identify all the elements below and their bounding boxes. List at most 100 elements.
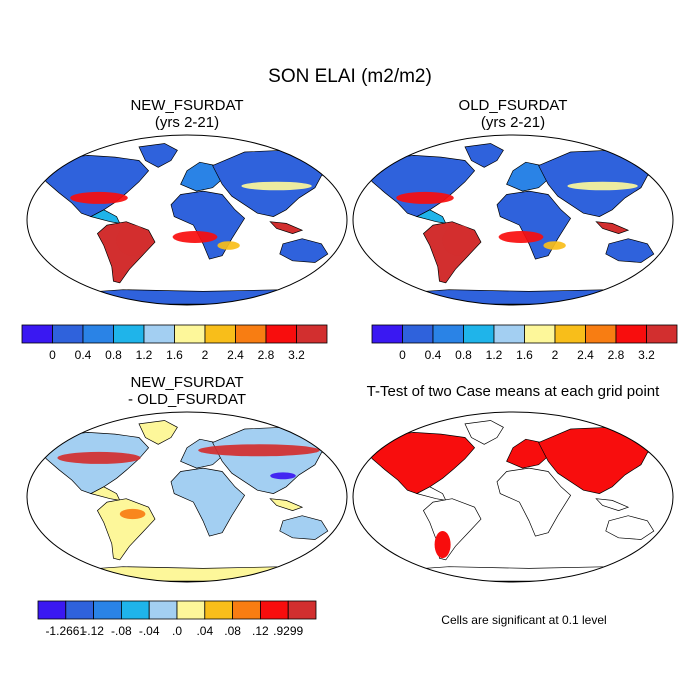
colorbar-tick-label: 0 — [49, 348, 56, 362]
colorbar-tick-label: 0 — [399, 348, 406, 362]
map-panel-ttest — [352, 411, 674, 583]
colorbar-swatch — [113, 324, 145, 344]
colorbar-swatch — [176, 600, 206, 620]
significant-region-south-america — [434, 531, 451, 559]
colorbar-old: 0 0.4 0.8 1.2 1.6 2 2.4 2.8 3.2 — [371, 324, 678, 362]
colorbar-swatch — [402, 324, 434, 344]
colorbar-swatch — [235, 324, 267, 344]
colorbar-swatch — [554, 324, 586, 344]
colorbar-tick-label: 1.2 — [136, 348, 153, 362]
colorbar-tick-label: 0.4 — [425, 348, 442, 362]
continent-southeast-asia — [269, 221, 304, 234]
colorbar-tick-label: 0.8 — [105, 348, 122, 362]
value-band-4 — [543, 241, 566, 250]
colorbar-tick-label: 1.6 — [166, 348, 183, 362]
colorbar-tick-label: .12 — [252, 624, 269, 638]
colorbar-swatch — [646, 324, 678, 344]
continent-greenland — [138, 420, 178, 445]
colorbar-swatch — [143, 324, 175, 344]
continent-southeast-asia — [595, 498, 630, 511]
continent-australia — [605, 515, 655, 540]
colorbar-tick-label: -1.2661 — [45, 624, 86, 638]
value-band-3 — [270, 472, 296, 480]
colorbar-swatch — [232, 600, 261, 620]
map-outline — [352, 411, 674, 583]
value-band-0 — [70, 191, 128, 204]
continent-australia — [605, 238, 655, 263]
value-band-0 — [396, 191, 454, 204]
colorbar-swatch — [493, 324, 525, 344]
colorbar-tick-label: .0 — [172, 624, 182, 638]
colorbar-tick-label: -.12 — [83, 624, 104, 638]
value-band-3 — [567, 181, 638, 191]
map-panel-old — [352, 134, 674, 306]
colorbar-tick-label: .04 — [196, 624, 213, 638]
continent-southeast-asia — [595, 221, 630, 234]
colorbar-swatch — [174, 324, 206, 344]
map-outline — [352, 134, 674, 306]
colorbar-new: 0 0.4 0.8 1.2 1.6 2 2.4 2.8 3.2 — [21, 324, 328, 362]
colorbar-tick-label: 2 — [202, 348, 209, 362]
map-panel-diff — [26, 411, 348, 583]
colorbar-swatch — [463, 324, 495, 344]
panel-title-old: OLD_FSURDAT — [459, 97, 568, 114]
continent-africa — [170, 467, 246, 537]
continent-central-america — [416, 486, 447, 501]
value-band-1 — [172, 231, 218, 243]
colorbar-swatch — [52, 324, 84, 344]
colorbar-tick-label: 2 — [552, 348, 559, 362]
continent-north-america — [363, 155, 476, 217]
colorbar-swatch — [82, 324, 114, 344]
continent-central-america — [90, 209, 121, 224]
value-band-2 — [442, 225, 475, 256]
colorbar-tick-label: .9299 — [273, 624, 303, 638]
continent-south-america — [422, 498, 482, 561]
value-band-2 — [119, 508, 146, 520]
colorbar-tick-label: 1.2 — [486, 348, 503, 362]
map-panel-new — [26, 134, 348, 306]
value-band-0 — [57, 451, 141, 464]
continent-north-america — [363, 432, 476, 494]
colorbar-swatch — [65, 600, 95, 620]
colorbar-tick-label: .08 — [224, 624, 241, 638]
panel-title-ttest: T-Test of two Case means at each grid po… — [367, 383, 660, 400]
panel-title-diff: NEW_FSURDAT — [130, 374, 243, 391]
colorbar-swatch — [204, 324, 236, 344]
colorbar-tick-label: 3.2 — [288, 348, 305, 362]
colorbar-swatch — [287, 600, 317, 620]
continent-australia — [279, 515, 329, 540]
colorbar-swatch — [204, 600, 234, 620]
continent-antarctica — [374, 566, 655, 582]
colorbar-tick-label: 0.8 — [455, 348, 472, 362]
colorbar-swatch — [265, 324, 297, 344]
panel-title-new: NEW_FSURDAT — [130, 97, 243, 114]
panel-subtitle-diff: - OLD_FSURDAT — [128, 391, 246, 408]
colorbar-tick-label: 2.8 — [608, 348, 625, 362]
continent-central-america — [90, 486, 121, 501]
colorbar-tick-label: 0.4 — [75, 348, 92, 362]
colorbar-swatch — [615, 324, 647, 344]
map-outline — [26, 411, 348, 583]
continent-south-america — [96, 498, 156, 561]
colorbar-swatch — [259, 600, 289, 620]
continent-central-america — [416, 209, 447, 224]
value-band-2 — [116, 225, 149, 256]
continent-north-america — [37, 155, 150, 217]
continent-antarctica — [48, 289, 329, 305]
continent-greenland — [138, 143, 178, 168]
panel-subtitle-old: (yrs 2-21) — [481, 114, 545, 131]
colorbar-tick-label: 2.4 — [577, 348, 594, 362]
value-band-1 — [198, 444, 320, 457]
colorbar-tick-label: 3.2 — [638, 348, 655, 362]
figure-title: SON ELAI (m2/m2) — [268, 66, 432, 87]
colorbar-swatch — [93, 600, 122, 620]
value-band-4 — [217, 241, 240, 250]
colorbar-swatch — [148, 600, 178, 620]
colorbar-swatch — [585, 324, 617, 344]
colorbar-swatch — [524, 324, 556, 344]
colorbar-swatch — [432, 324, 464, 344]
continent-southeast-asia — [269, 498, 304, 511]
value-band-1 — [498, 231, 544, 243]
continent-australia — [279, 238, 329, 263]
